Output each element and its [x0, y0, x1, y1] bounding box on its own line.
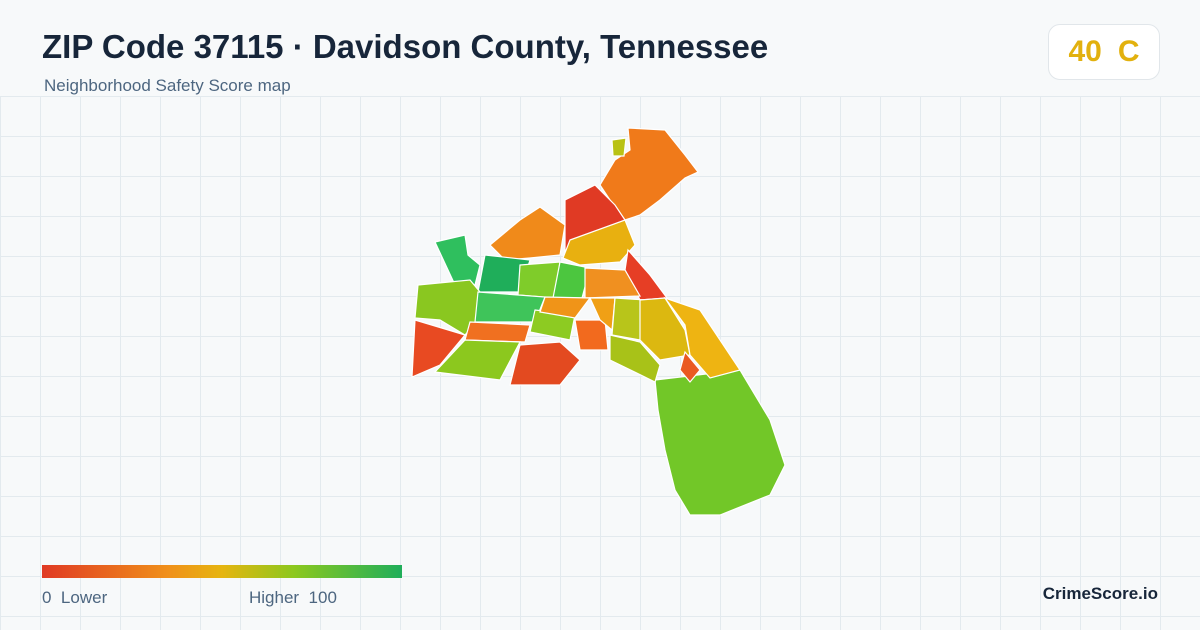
legend-gradient: [42, 565, 402, 578]
area: [489, 206, 566, 261]
legend-min-value: 0: [42, 588, 52, 607]
area: [574, 319, 609, 351]
area: [599, 127, 699, 221]
legend-max-label: Higher: [249, 588, 300, 607]
area: [584, 267, 642, 299]
header: [0, 0, 1200, 96]
title: ZIP Code 37115 · Davidson County, Tennes…: [42, 28, 769, 65]
area: [609, 334, 661, 383]
legend-max: Higher 100: [249, 588, 337, 608]
area: [611, 137, 627, 157]
area: [654, 369, 786, 516]
score-badge: 40 C: [1048, 24, 1160, 80]
area: [464, 321, 531, 343]
score-grade: C: [1117, 35, 1140, 68]
legend-min: 0 Lower: [42, 588, 107, 608]
area: [434, 234, 481, 286]
area: [509, 341, 581, 386]
legend-max-value: 100: [308, 588, 337, 607]
area: [562, 219, 636, 266]
score-value: 40: [1068, 35, 1102, 68]
subtitle: Neighborhood Safety Score map: [44, 76, 291, 95]
brand: CrimeScore.io: [1042, 584, 1158, 603]
area: [539, 296, 592, 319]
area: [411, 319, 467, 378]
area: [663, 296, 741, 379]
legend-min-label: Lower: [60, 588, 108, 607]
area: [679, 350, 701, 383]
area: [433, 339, 521, 381]
